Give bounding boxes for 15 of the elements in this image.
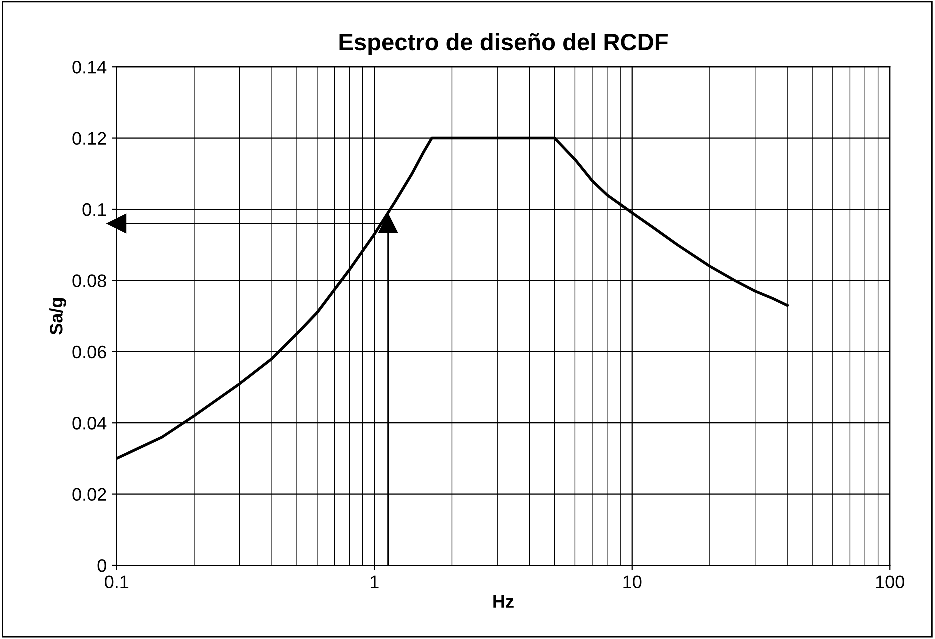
y-tick-label: 0.04 (72, 417, 107, 430)
y-tick-label: 0.14 (72, 61, 107, 74)
x-tick-label: 10 (624, 576, 642, 588)
y-tick-label: 0.1 (82, 203, 106, 216)
x-tick-label: 100 (876, 576, 904, 588)
x-tick-label: 1 (370, 576, 379, 588)
chart-title: Espectro de diseño del RCDF (340, 33, 668, 56)
y-axis-title: Sa/g (50, 298, 66, 335)
x-axis-title: Hz (494, 596, 514, 608)
y-tick-label: 0.02 (72, 488, 106, 502)
y-tick-label: 0.12 (72, 132, 106, 146)
y-tick-label: 0.08 (72, 274, 106, 288)
y-tick-label: 0.06 (72, 346, 106, 359)
y-tick-label: 0 (98, 559, 106, 572)
x-tick-label: 0.1 (105, 576, 129, 588)
